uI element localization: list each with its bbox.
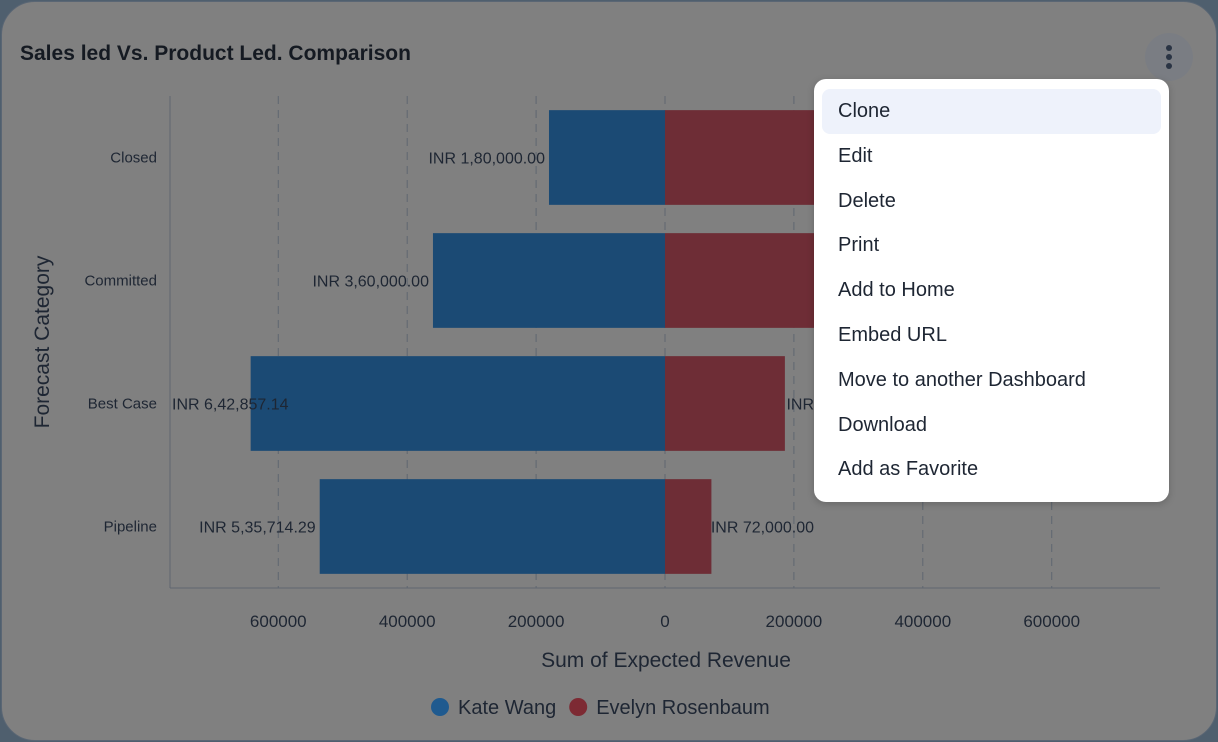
x-tick-label: 600000 (250, 612, 307, 631)
y-tick-label: Pipeline (104, 519, 157, 536)
menu-item-print[interactable]: Print (838, 234, 880, 257)
bar-evelyn-rosenbaum (665, 110, 820, 205)
bar-evelyn-rosenbaum (665, 479, 712, 574)
data-label: INR 5,35,714.29 (199, 520, 316, 537)
legend-label-kate-wang: Kate Wang (458, 697, 556, 719)
more-options-button[interactable] (1145, 33, 1193, 81)
bar-kate-wang (432, 233, 665, 328)
data-label: INR 3,60,000.00 (312, 274, 429, 291)
data-label: INR 1,80,000.00 (428, 151, 545, 168)
bar-evelyn-rosenbaum (665, 356, 785, 451)
legend-marker (431, 698, 449, 716)
x-tick-label: 600000 (1023, 612, 1080, 631)
bar-evelyn-rosenbaum (665, 233, 820, 328)
x-tick-label: 200000 (508, 612, 565, 631)
x-axis-title: Sum of Expected Revenue (541, 649, 791, 672)
menu-item-move-dashboard[interactable]: Move to another Dashboard (838, 368, 1086, 391)
legend-label-evelyn-rosenbaum: Evelyn Rosenbaum (596, 697, 769, 719)
y-tick-label: Closed (110, 150, 157, 167)
data-label: INR (786, 397, 814, 414)
data-label: INR 72,000.00 (711, 520, 814, 537)
x-tick-label: 400000 (894, 612, 951, 631)
menu-item-embed-url[interactable]: Embed URL (838, 323, 947, 346)
bar-kate-wang (250, 356, 665, 451)
menu-item-clone[interactable]: Clone (822, 89, 1161, 134)
menu-item-download[interactable]: Download (838, 413, 927, 436)
widget-title: Sales led Vs. Product Led. Comparison (20, 42, 411, 65)
x-tick-label: 400000 (379, 612, 436, 631)
y-tick-label: Committed (84, 273, 157, 290)
menu-item-edit[interactable]: Edit (838, 144, 873, 167)
menu-item-add-to-home[interactable]: Add to Home (838, 279, 955, 302)
menu-item-add-favorite[interactable]: Add as Favorite (838, 458, 979, 481)
y-axis-title: Forecast Category (31, 255, 54, 428)
legend-marker (569, 698, 588, 716)
bar-kate-wang (548, 110, 665, 205)
y-tick-label: Best Case (88, 396, 157, 413)
menu-item-delete[interactable]: Delete (838, 189, 896, 212)
x-tick-label: 200000 (766, 612, 823, 631)
data-label: INR 6,42,857.14 (172, 397, 289, 414)
widget-options-menu: Clone Edit Delete Print Add to Home Embe… (814, 79, 1169, 502)
bar-kate-wang (319, 479, 665, 574)
x-tick-label: 0 (660, 612, 669, 631)
